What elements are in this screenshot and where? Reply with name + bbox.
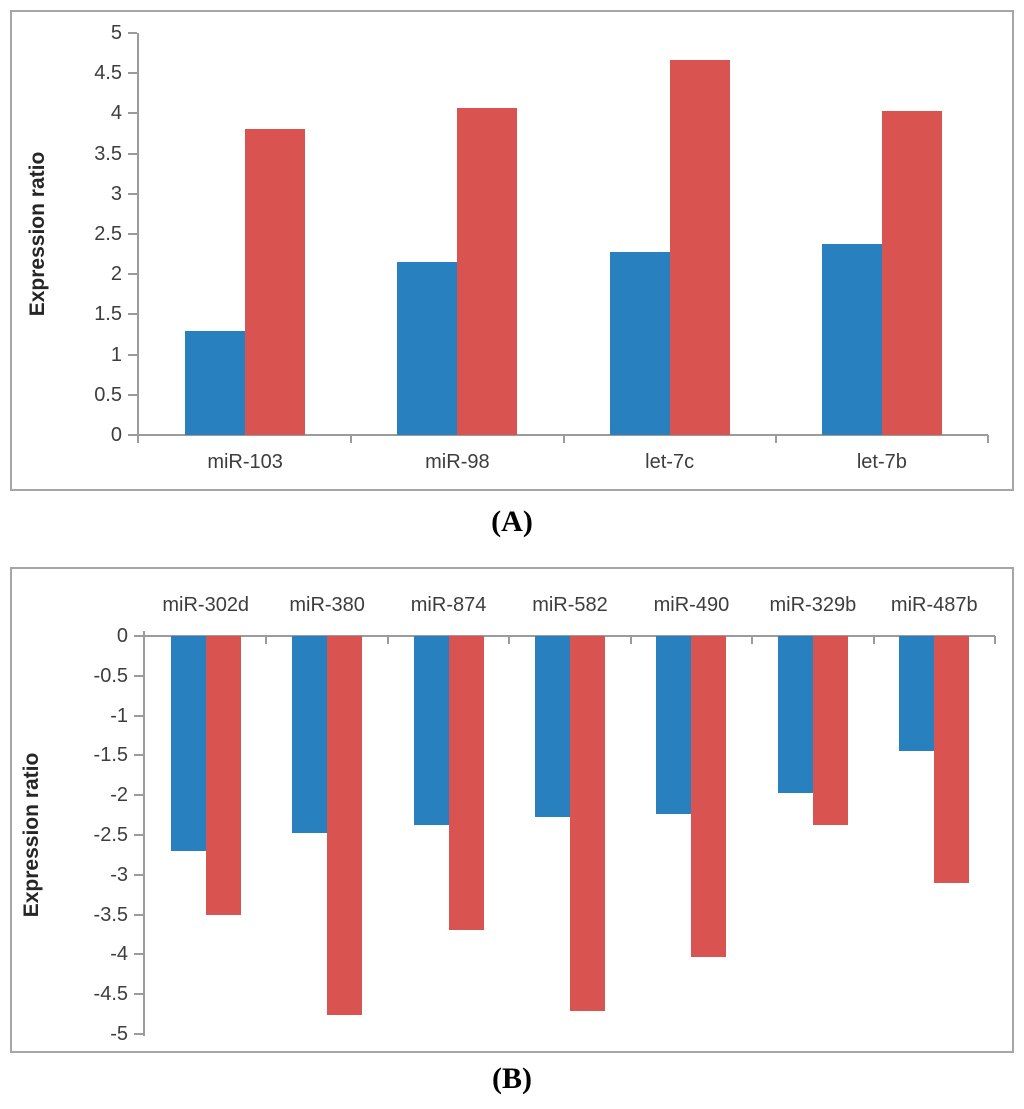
x-axis-tick bbox=[774, 435, 777, 443]
y-axis-tick bbox=[128, 72, 137, 75]
x-axis-tick bbox=[751, 636, 754, 644]
y-axis-tick bbox=[134, 834, 143, 836]
y-tick-label: -2.5 bbox=[93, 824, 128, 846]
y-axis-tick bbox=[134, 794, 143, 797]
bar-blue-miR-329b bbox=[777, 636, 813, 793]
x-axis-tick bbox=[872, 636, 875, 644]
category-label: miR-874 bbox=[410, 594, 487, 616]
y-axis-tick bbox=[134, 714, 143, 717]
y-axis-tick bbox=[134, 635, 143, 637]
bar-blue-miR-487b bbox=[899, 636, 935, 752]
bar-blue-miR-380 bbox=[292, 636, 328, 833]
chart-b: 0 -0.5 -1 -1.5 -2 -2.5 -3 -3.5 -4 -4.5 -5 miR-302d m… bbox=[12, 569, 1012, 1051]
y-tick-label: -2 bbox=[110, 784, 128, 807]
bar-red-let-7c bbox=[669, 60, 730, 435]
category-label: miR-490 bbox=[653, 594, 730, 616]
category-label: miR-98 bbox=[425, 451, 490, 473]
y-tick-label: 1.5 bbox=[94, 303, 122, 326]
y-tick-label: 0 bbox=[116, 625, 128, 647]
bar-blue-miR-103 bbox=[185, 331, 246, 435]
category-label: miR-302d bbox=[162, 594, 250, 616]
bar-blue-miR-98 bbox=[397, 262, 458, 435]
x-axis-tick bbox=[987, 435, 989, 443]
bar-red-miR-380 bbox=[327, 636, 363, 1015]
x-axis-tick bbox=[265, 636, 268, 644]
y-axis-tick bbox=[128, 353, 137, 356]
y-tick-label: -0.5 bbox=[93, 664, 128, 687]
y-axis-tick bbox=[128, 32, 137, 34]
chart-panel-b: 0 -0.5 -1 -1.5 -2 -2.5 -3 -3.5 -4 -4.5 -5 miR-302d m… bbox=[10, 567, 1014, 1053]
bar-red-miR-103 bbox=[245, 128, 306, 435]
bar-blue-miR-874 bbox=[413, 636, 449, 825]
category-label: miR-487b bbox=[890, 594, 978, 616]
y-axis-tick bbox=[134, 674, 143, 677]
x-axis-tick bbox=[386, 636, 389, 644]
y-tick-label: -4.5 bbox=[93, 983, 128, 1006]
y-tick-label: 4 bbox=[110, 102, 122, 125]
bar-red-miR-582 bbox=[570, 636, 605, 1011]
y-axis-tick bbox=[128, 273, 137, 276]
y-tick-label: 4.5 bbox=[94, 62, 122, 85]
y-axis-title: Expression ratio bbox=[26, 151, 49, 317]
chart-panel-a: 5 4.5 4 3.5 3 2.5 2 1.5 1 0.5 0 miR-103 miR-98 let-7c… bbox=[10, 10, 1014, 491]
x-axis-tick bbox=[629, 636, 632, 644]
y-axis-tick bbox=[128, 434, 137, 436]
y-tick-label: 3.5 bbox=[94, 142, 122, 165]
bar-blue-miR-302d bbox=[170, 636, 206, 851]
bar-red-miR-98 bbox=[457, 107, 518, 435]
caption-b: (B) bbox=[492, 1062, 532, 1095]
y-axis-line bbox=[137, 33, 139, 443]
y-axis-tick bbox=[128, 313, 137, 316]
x-axis-tick bbox=[350, 435, 353, 443]
y-axis-tick bbox=[134, 993, 143, 996]
y-axis-line bbox=[143, 631, 145, 1036]
y-tick-label: 3 bbox=[110, 182, 122, 205]
y-axis-tick bbox=[134, 913, 143, 916]
category-label: miR-380 bbox=[289, 594, 365, 616]
bar-red-let-7b bbox=[881, 110, 942, 435]
category-label: miR-329b bbox=[769, 594, 857, 616]
y-tick-label: 0.5 bbox=[94, 383, 122, 406]
y-axis-tick bbox=[128, 152, 137, 155]
bar-red-miR-490 bbox=[691, 636, 727, 957]
x-axis-tick bbox=[994, 636, 996, 644]
y-tick-label: 1 bbox=[110, 343, 122, 366]
caption-a: (A) bbox=[491, 505, 533, 538]
bar-blue-let-7c bbox=[609, 251, 670, 435]
y-axis-tick bbox=[128, 192, 137, 195]
y-tick-label: -5 bbox=[110, 1023, 128, 1045]
bar-red-miR-487b bbox=[934, 636, 970, 883]
y-tick-label: -1 bbox=[110, 704, 128, 727]
bar-blue-miR-582 bbox=[535, 636, 570, 818]
y-axis-tick bbox=[128, 393, 137, 396]
category-label: let-7b bbox=[856, 451, 907, 473]
y-tick-label: -3.5 bbox=[93, 903, 128, 926]
bar-blue-let-7b bbox=[821, 243, 882, 435]
category-label: miR-103 bbox=[207, 451, 283, 473]
category-label: let-7c bbox=[645, 451, 695, 473]
x-axis-tick bbox=[508, 636, 511, 644]
bar-red-miR-302d bbox=[205, 636, 241, 915]
y-tick-label: -3 bbox=[110, 863, 128, 886]
bar-red-miR-329b bbox=[812, 636, 848, 825]
y-tick-label: 0 bbox=[110, 424, 122, 446]
y-tick-label: -4 bbox=[110, 943, 128, 966]
y-axis-tick bbox=[134, 754, 143, 757]
y-tick-label: 2 bbox=[110, 263, 122, 286]
y-tick-label: 5 bbox=[110, 22, 122, 44]
y-axis-tick bbox=[134, 1033, 143, 1035]
y-axis-tick bbox=[128, 112, 137, 115]
chart-a: 5 4.5 4 3.5 3 2.5 2 1.5 1 0.5 0 miR-103 miR-98 let-7c… bbox=[12, 12, 1012, 489]
y-tick-label: -1.5 bbox=[93, 744, 128, 767]
y-axis-tick bbox=[128, 233, 137, 235]
x-axis-tick bbox=[562, 435, 565, 443]
y-tick-label: 2.5 bbox=[94, 223, 122, 245]
bar-blue-miR-490 bbox=[656, 636, 692, 814]
y-axis-title: Expression ratio bbox=[20, 752, 43, 918]
y-axis-tick bbox=[134, 873, 143, 876]
category-label: miR-582 bbox=[532, 594, 608, 616]
y-axis-tick bbox=[134, 953, 143, 956]
bar-red-miR-874 bbox=[448, 636, 484, 930]
